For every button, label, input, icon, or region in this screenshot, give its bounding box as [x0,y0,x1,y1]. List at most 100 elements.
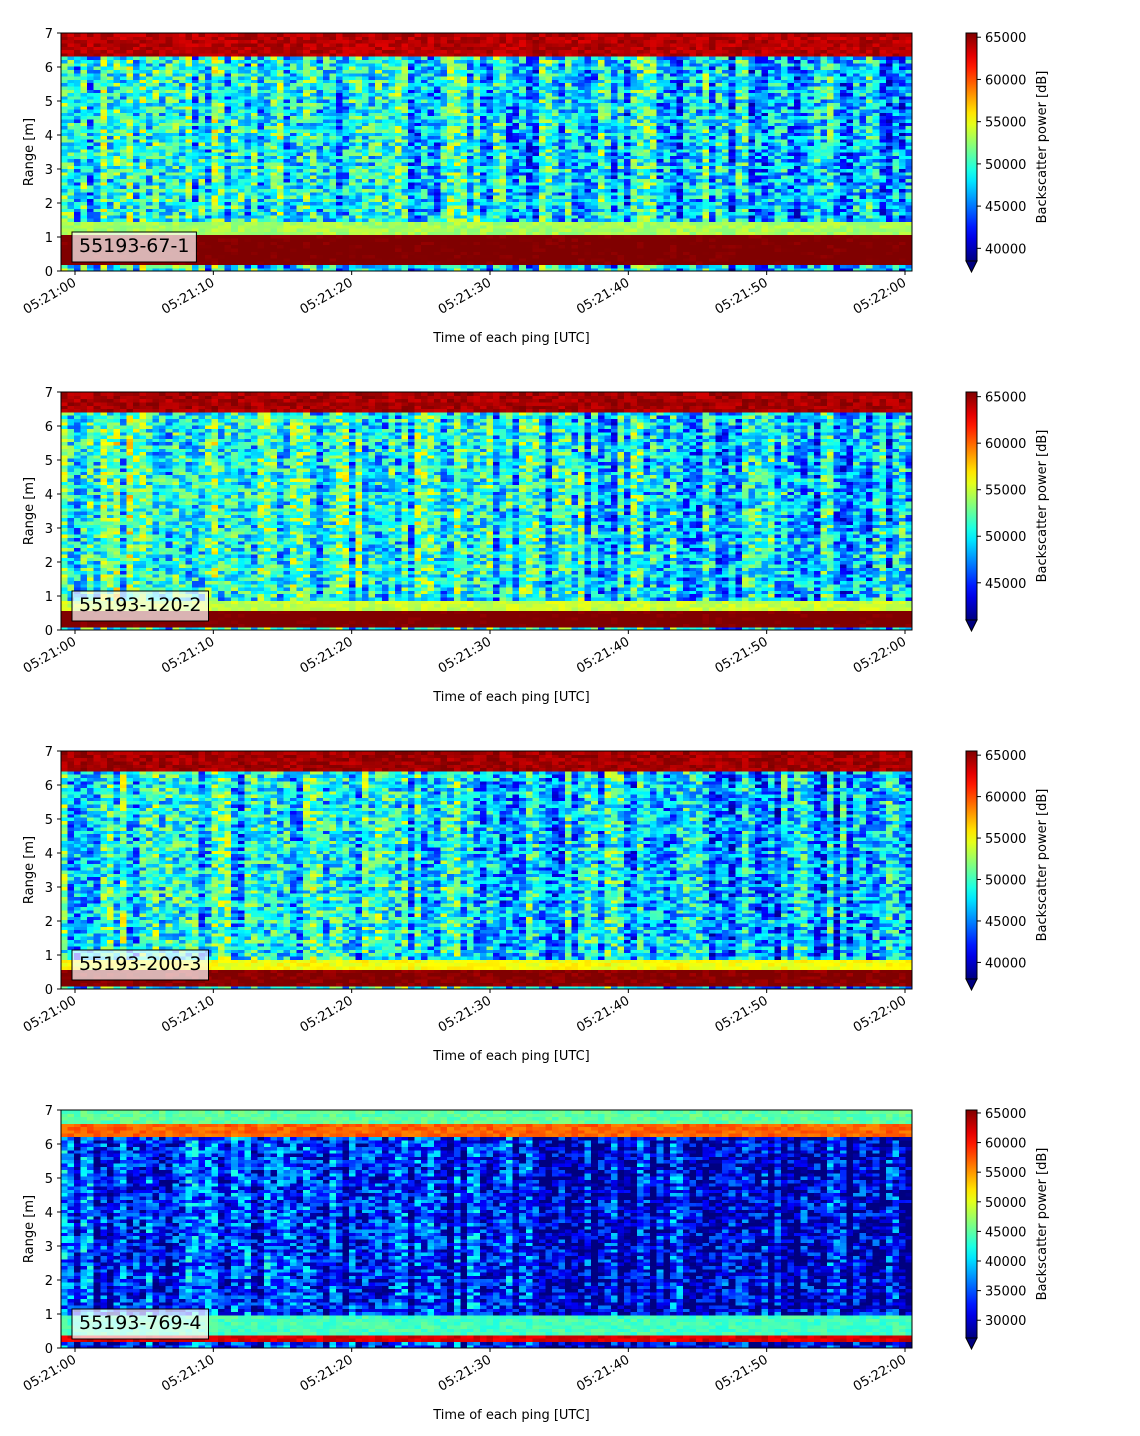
colorbar-tick-label: 45000 [985,200,1026,215]
x-axis-label: Time of each ping [UTC] [432,690,590,705]
y-tick-label: 7 [45,27,53,42]
colorbar-tick-label: 65000 [985,391,1026,406]
x-tick-label: 05:21:00 [21,634,79,676]
y-tick-label: 6 [45,420,53,435]
colorbar-tick-label: 30000 [985,1314,1026,1329]
colorbar-gradient [966,1110,977,1338]
x-tick-label: 05:21:00 [21,993,79,1035]
colorbar-tick-label: 60000 [985,73,1026,88]
colorbar-tick-label: 50000 [985,1196,1026,1211]
y-tick-label: 2 [45,556,53,571]
y-tick-label: 6 [45,1138,53,1153]
y-tick-label: 2 [45,915,53,930]
colorbar: 400004500050000550006000065000Backscatte… [966,749,1050,990]
y-tick-label: 7 [45,745,53,760]
x-tick-label: 05:21:20 [298,634,356,676]
colorbar-tick-label: 35000 [985,1285,1026,1300]
x-tick-label: 05:21:40 [574,993,632,1035]
y-tick-label: 0 [45,624,53,639]
y-tick-label: 2 [45,1274,53,1289]
y-tick-label: 4 [45,129,53,144]
y-tick-label: 4 [45,488,53,503]
colorbar-tick-label: 65000 [985,1107,1026,1122]
colorbar-gradient [966,751,977,979]
x-tick-label: 05:21:20 [298,993,356,1035]
x-tick-label: 05:21:20 [298,1352,356,1394]
y-tick-label: 0 [45,265,53,280]
y-tick-label: 5 [45,454,53,469]
colorbar: 3000035000400004500050000550006000065000… [966,1107,1050,1349]
x-tick-label: 05:22:00 [851,634,909,676]
y-tick-label: 2 [45,197,53,212]
x-tick-label: 05:21:40 [574,634,632,676]
x-tick-label: 05:21:30 [436,993,494,1035]
y-tick-label: 7 [45,1104,53,1119]
x-axis-label: Time of each ping [UTC] [432,331,590,346]
colorbar-tick-label: 65000 [985,31,1026,46]
x-tick-label: 05:21:10 [159,634,217,676]
y-tick-label: 1 [45,1308,53,1323]
colorbar-tick-label: 45000 [985,577,1026,592]
x-tick-label: 05:21:50 [713,1352,771,1394]
colorbar-extend-min-triangle [966,620,977,631]
y-tick-label: 0 [45,983,53,998]
colorbar-tick-label: 55000 [985,1166,1026,1181]
colorbar-label: Backscatter power [dB] [1035,430,1050,583]
x-tick-label: 05:21:50 [713,634,771,676]
x-tick-label: 05:21:00 [21,1352,79,1394]
x-tick-label: 05:22:00 [851,275,909,317]
colorbar-tick-label: 50000 [985,530,1026,545]
y-tick-label: 5 [45,95,53,110]
colorbar-label: Backscatter power [dB] [1035,789,1050,942]
x-tick-label: 05:21:30 [436,634,494,676]
y-tick-label: 6 [45,61,53,76]
colorbar-label: Backscatter power [dB] [1035,71,1050,224]
colorbar-tick-label: 50000 [985,874,1026,889]
y-tick-label: 5 [45,813,53,828]
y-tick-label: 5 [45,1172,53,1187]
x-axis-label: Time of each ping [UTC] [432,1049,590,1064]
x-tick-label: 05:21:50 [713,275,771,317]
colorbar-tick-label: 60000 [985,437,1026,452]
colorbar-tick-label: 50000 [985,158,1026,173]
y-axis-label: Range [m] [22,477,37,545]
x-tick-label: 05:21:00 [21,275,79,317]
x-tick-label: 05:21:50 [713,993,771,1035]
x-tick-label: 05:21:30 [436,1352,494,1394]
colorbar-tick-label: 40000 [985,1255,1026,1270]
x-tick-label: 05:22:00 [851,1352,909,1394]
colorbar-tick-label: 45000 [985,915,1026,930]
y-tick-label: 4 [45,847,53,862]
y-tick-label: 1 [45,590,53,605]
colorbar-tick-label: 40000 [985,242,1026,257]
x-tick-label: 05:21:40 [574,275,632,317]
colorbar-extend-min-triangle [966,979,977,990]
y-tick-label: 3 [45,881,53,896]
y-tick-label: 3 [45,163,53,178]
y-tick-label: 1 [45,949,53,964]
colorbar: 400004500050000550006000065000Backscatte… [966,31,1050,272]
colorbar: 45000 50000 55000 60000 65000 Backscatter pow… [966,391,1050,631]
x-tick-label: 05:21:30 [436,275,494,317]
x-tick-label: 05:21:10 [159,275,217,317]
x-axis-label: Time of each ping [UTC] [432,1408,590,1423]
y-tick-label: 7 [45,386,53,401]
x-tick-label: 05:22:00 [851,993,909,1035]
sample-label: 55193-769-4 [79,1312,202,1334]
y-axis-label: Range [m] [22,1195,37,1263]
colorbar-tick-label: 55000 [985,484,1026,499]
colorbar-gradient [966,392,977,620]
colorbar-extend-min-triangle [966,1338,977,1349]
colorbar-tick-label: 40000 [985,956,1026,971]
colorbar-label: Backscatter power [dB] [1035,1148,1050,1301]
y-axis-label: Range [m] [22,118,37,186]
x-tick-label: 05:21:10 [159,993,217,1035]
sample-label: 55193-120-2 [79,594,202,616]
y-tick-label: 1 [45,231,53,246]
colorbar-extend-min-triangle [966,261,977,272]
